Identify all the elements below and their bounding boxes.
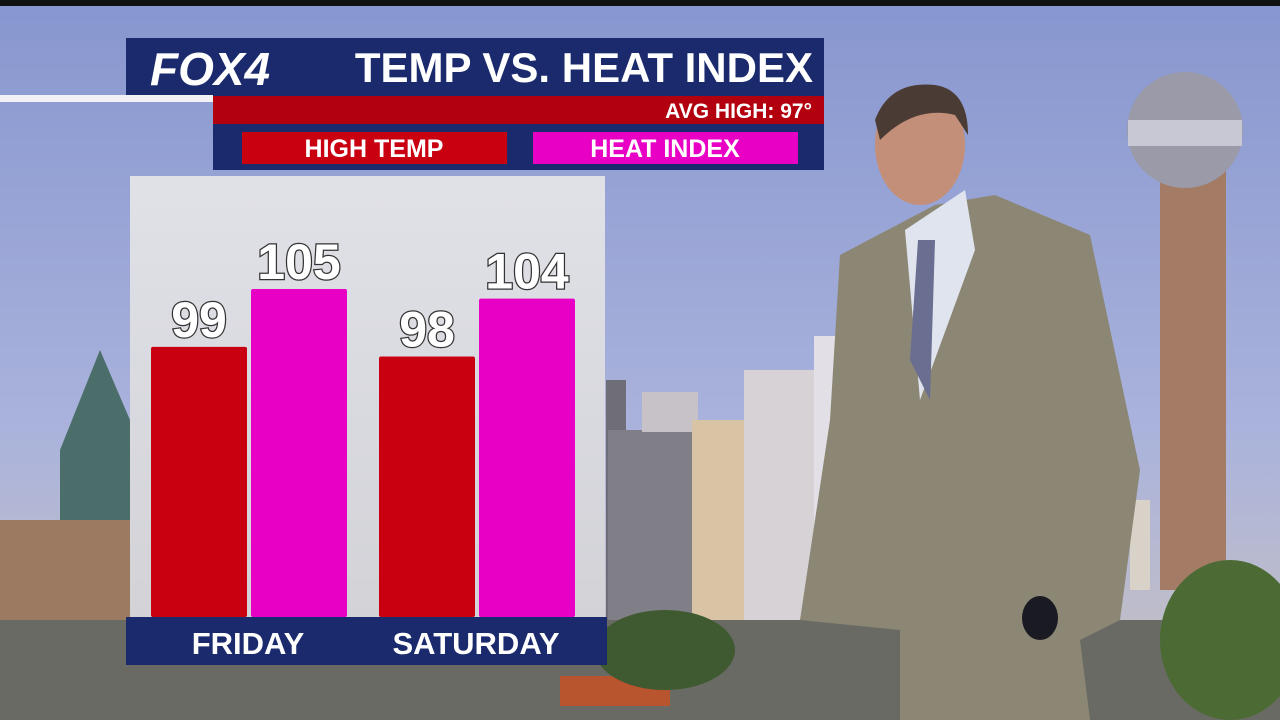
logo: FOX4 [150, 43, 270, 95]
legend: HIGH TEMP HEAT INDEX [242, 132, 798, 164]
value-label: 98 [399, 302, 455, 358]
legend-label: HIGH TEMP [305, 135, 444, 163]
header-bar [126, 38, 824, 96]
bar [251, 289, 347, 617]
subtitle: AVG HIGH: 97° [665, 100, 812, 123]
value-label: 99 [171, 292, 227, 348]
category-bar [126, 617, 607, 665]
value-label: 105 [257, 234, 340, 290]
x-tick-label: FRIDAY [192, 626, 305, 661]
value-label: 104 [485, 244, 569, 300]
x-tick-label: SATURDAY [392, 626, 559, 661]
legend-swatch [533, 132, 798, 164]
bar [479, 298, 575, 617]
bar [379, 356, 475, 617]
plot: FRIDAY 99 105 SATURDAY 98 104 [151, 233, 575, 661]
header-rule [0, 95, 213, 102]
chart-title: TEMP VS. HEAT INDEX [355, 44, 813, 91]
legend-label: HEAT INDEX [590, 135, 740, 163]
bar [151, 346, 247, 617]
legend-swatch [242, 132, 507, 164]
presenter [800, 84, 1140, 720]
top-edge [0, 0, 1280, 6]
subtitle-bar [213, 96, 824, 124]
